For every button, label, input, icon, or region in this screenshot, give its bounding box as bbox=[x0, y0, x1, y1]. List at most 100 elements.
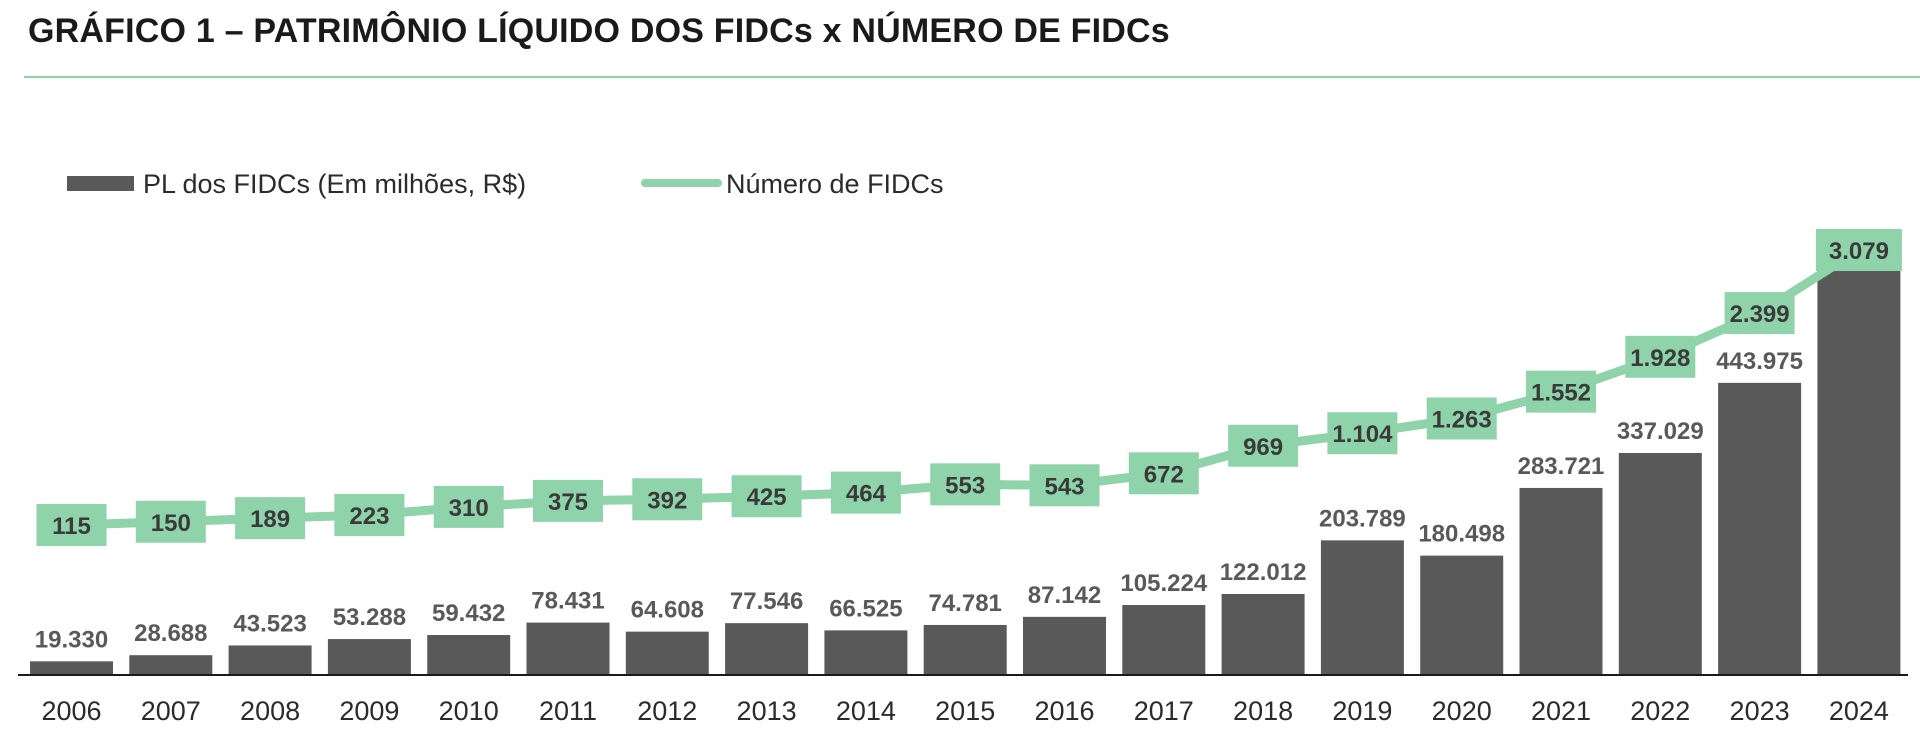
bar-2014 bbox=[824, 630, 908, 674]
line-marker-2006 bbox=[36, 504, 107, 546]
line-label-2020: 1.263 bbox=[1432, 406, 1492, 433]
x-axis-tick-labels: 2006 2007 2008 2009 2010 2011 2012 2013 2014 2015… bbox=[41, 696, 1888, 726]
line-marker-2010 bbox=[433, 485, 504, 528]
bar-label-2012: 64.608 bbox=[631, 597, 704, 624]
bar-2020 bbox=[1420, 555, 1504, 674]
bar-2015 bbox=[923, 624, 1007, 674]
line-label-2014: 464 bbox=[846, 481, 887, 508]
bar-label-2014: 66.525 bbox=[829, 595, 902, 622]
bar-label-2010: 59.432 bbox=[432, 600, 505, 627]
line-marker-2012 bbox=[632, 478, 703, 521]
bar-2010 bbox=[427, 635, 511, 674]
line-label-2021: 1.552 bbox=[1531, 380, 1591, 407]
bar-2012 bbox=[625, 631, 709, 674]
bar-2024 bbox=[1817, 270, 1901, 674]
line-marker-2024 bbox=[1815, 229, 1902, 271]
x-tick-2021: 2021 bbox=[1531, 696, 1591, 726]
line-label-2010: 310 bbox=[449, 495, 489, 522]
line-label-2013: 425 bbox=[747, 484, 787, 511]
bar-label-2018: 122.012 bbox=[1220, 559, 1307, 586]
x-tick-2006: 2006 bbox=[41, 696, 101, 726]
x-tick-2010: 2010 bbox=[439, 696, 499, 726]
x-tick-2019: 2019 bbox=[1332, 696, 1392, 726]
bar-2009 bbox=[327, 639, 411, 674]
line-label-2006: 115 bbox=[52, 513, 91, 540]
x-tick-2011: 2011 bbox=[539, 696, 597, 726]
x-tick-2012: 2012 bbox=[637, 696, 697, 726]
bar-label-2016: 87.142 bbox=[1028, 582, 1101, 609]
bar-label-2022: 337.029 bbox=[1617, 418, 1704, 445]
line-marker-2018 bbox=[1228, 424, 1299, 467]
line-marker-2013 bbox=[731, 475, 802, 518]
line-marker-2017 bbox=[1128, 452, 1199, 495]
line-marker-2022 bbox=[1625, 335, 1696, 378]
bar-2019 bbox=[1320, 540, 1404, 674]
bar-2023 bbox=[1718, 382, 1802, 674]
title-divider bbox=[24, 76, 1920, 78]
legend-label-bar: PL dos FIDCs (Em milhões, R$) bbox=[143, 169, 526, 199]
bar-label-2007: 28.688 bbox=[134, 620, 207, 647]
line-label-2008: 189 bbox=[250, 506, 290, 533]
x-tick-2016: 2016 bbox=[1034, 696, 1094, 726]
legend-swatch-bar bbox=[67, 176, 134, 191]
bar-2018 bbox=[1221, 593, 1305, 674]
bar-2016 bbox=[1023, 616, 1106, 674]
x-tick-2009: 2009 bbox=[339, 696, 399, 726]
line-marker-2021 bbox=[1526, 370, 1596, 413]
bar-label-2009: 53.288 bbox=[333, 604, 406, 631]
bar-2022 bbox=[1618, 452, 1702, 674]
line-data-labels: 115 150 189 223 310 375 392 425 464 553 543 672 969 1… bbox=[36, 229, 1902, 546]
line-marker-2023 bbox=[1724, 292, 1795, 335]
line-label-2023: 2.399 bbox=[1730, 301, 1790, 328]
line-label-2015: 553 bbox=[945, 472, 985, 499]
x-tick-2023: 2023 bbox=[1730, 696, 1790, 726]
x-tick-2008: 2008 bbox=[240, 696, 300, 726]
bar-label-2013: 77.546 bbox=[730, 588, 803, 615]
chart-title: GRÁFICO 1 – PATRIMÔNIO LÍQUIDO DOS FIDCs… bbox=[28, 12, 1170, 50]
bar-label-2023: 443.975 bbox=[1716, 348, 1803, 375]
bar-label-2011: 78.431 bbox=[531, 588, 604, 615]
bar-2006 bbox=[30, 661, 113, 674]
x-tick-2015: 2015 bbox=[935, 696, 995, 726]
legend: PL dos FIDCs (Em milhões, R$) Número de … bbox=[67, 169, 944, 199]
x-tick-2007: 2007 bbox=[141, 696, 201, 726]
line-label-2024: 3.079 bbox=[1829, 238, 1889, 265]
line-label-2011: 375 bbox=[548, 489, 588, 516]
bar-2007 bbox=[129, 655, 213, 674]
bar-label-2008: 43.523 bbox=[233, 610, 306, 637]
x-tick-2013: 2013 bbox=[737, 696, 797, 726]
line-label-2017: 672 bbox=[1144, 461, 1184, 488]
line-label-2019: 1.104 bbox=[1332, 421, 1393, 448]
bar-label-2019: 203.789 bbox=[1319, 505, 1406, 532]
x-tick-2020: 2020 bbox=[1432, 696, 1492, 726]
line-marker-2007 bbox=[135, 500, 206, 543]
line-marker-2019 bbox=[1327, 412, 1398, 455]
bar-2011 bbox=[526, 622, 610, 674]
x-tick-2014: 2014 bbox=[836, 696, 896, 726]
bar-data-labels: 19.330 28.688 43.523 53.288 59.432 78.431 64.6… bbox=[35, 235, 1902, 653]
bar-label-2006: 19.330 bbox=[35, 626, 108, 653]
x-tick-2018: 2018 bbox=[1233, 696, 1293, 726]
x-tick-2022: 2022 bbox=[1630, 696, 1690, 726]
line-label-2018: 969 bbox=[1243, 434, 1283, 461]
legend-label-line: Número de FIDCs bbox=[726, 169, 944, 199]
bar-series bbox=[30, 270, 1901, 674]
bar-2021 bbox=[1519, 487, 1603, 674]
x-tick-2017: 2017 bbox=[1134, 696, 1194, 726]
bar-2013 bbox=[725, 623, 809, 674]
bar-label-2015: 74.781 bbox=[928, 590, 1001, 617]
line-label-2009: 223 bbox=[349, 503, 389, 530]
line-label-2012: 392 bbox=[647, 487, 687, 514]
line-marker-2015 bbox=[930, 463, 1001, 506]
bar-2017 bbox=[1122, 604, 1206, 674]
bar-label-2017: 105.224 bbox=[1120, 570, 1207, 597]
bar-label-2020: 180.498 bbox=[1418, 521, 1505, 548]
line-marker-2014 bbox=[830, 471, 901, 514]
line-marker-2009 bbox=[334, 493, 405, 536]
line-label-2016: 543 bbox=[1044, 473, 1084, 500]
line-marker-2016 bbox=[1029, 464, 1100, 507]
line-marker-2020 bbox=[1426, 397, 1497, 440]
line-label-2022: 1.928 bbox=[1630, 345, 1690, 372]
line-marker-2008 bbox=[235, 497, 306, 540]
